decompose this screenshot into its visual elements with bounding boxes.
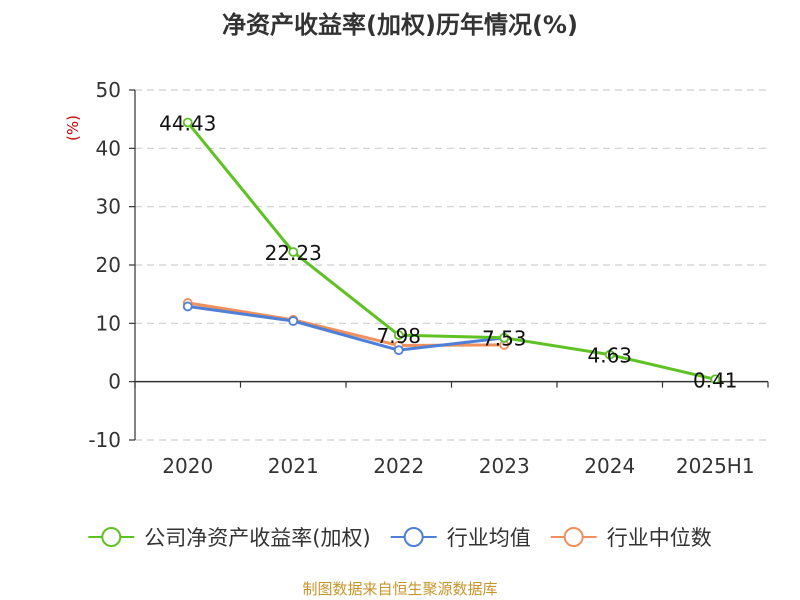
axes: -10 0 10 20 30 40 50 2020 2021 2022 2023 2024 2025H1 bbox=[88, 78, 769, 478]
data-point bbox=[499, 332, 510, 343]
gridlines bbox=[135, 89, 768, 441]
y-tick-label: 30 bbox=[96, 195, 121, 219]
y-tick-label: 40 bbox=[96, 136, 121, 160]
x-tick-label: 2021 bbox=[268, 454, 319, 478]
legend-item: 公司净资产收益率(加权) bbox=[88, 526, 371, 550]
legend: 公司净资产收益率(加权) 行业均值 行业中位数 bbox=[88, 526, 712, 550]
legend-item: 行业中位数 bbox=[550, 526, 712, 550]
data-point bbox=[288, 247, 299, 257]
series-line bbox=[186, 301, 506, 347]
data-point bbox=[604, 349, 615, 360]
x-tick-label: 2020 bbox=[162, 454, 213, 478]
series-line bbox=[186, 304, 506, 352]
y-tick-label: 20 bbox=[96, 253, 121, 277]
y-axis-unit-label: (%) bbox=[64, 115, 82, 141]
x-tick-label: 2023 bbox=[479, 454, 530, 478]
y-tick-label: 10 bbox=[96, 311, 121, 335]
legend-item: 行业均值 bbox=[390, 526, 531, 550]
x-tick-label: 2025H1 bbox=[676, 454, 755, 478]
data-label: 44.43 bbox=[159, 111, 216, 135]
legend-label: 行业中位数 bbox=[607, 526, 712, 550]
legend-marker bbox=[101, 527, 122, 547]
data-point bbox=[393, 345, 404, 356]
legend-marker bbox=[403, 527, 424, 547]
x-tick-label: 2022 bbox=[373, 454, 424, 478]
chart-title: 净资产收益率(加权)历年情况(%) bbox=[222, 11, 578, 39]
y-tick-label: 0 bbox=[108, 370, 121, 394]
data-point bbox=[182, 301, 193, 312]
legend-label: 行业均值 bbox=[447, 526, 531, 550]
data-label: 7.98 bbox=[376, 324, 421, 348]
series-line bbox=[186, 120, 717, 381]
source-note: 制图数据来自恒生聚源数据库 bbox=[302, 580, 497, 598]
legend-marker bbox=[563, 527, 584, 547]
data-label: 4.63 bbox=[587, 344, 632, 368]
x-tick-label: 2024 bbox=[584, 454, 635, 478]
y-tick-label: -10 bbox=[88, 428, 121, 452]
data-point bbox=[182, 117, 193, 128]
data-point bbox=[710, 374, 721, 385]
data-label: 22.23 bbox=[265, 241, 322, 265]
y-tick-label: 50 bbox=[96, 78, 121, 102]
legend-label: 公司净资产收益率(加权) bbox=[144, 526, 370, 550]
data-label: 0.41 bbox=[693, 368, 738, 392]
data-point bbox=[288, 316, 299, 326]
data-point bbox=[393, 330, 404, 341]
data-label: 7.53 bbox=[482, 327, 527, 351]
series-lines bbox=[182, 117, 721, 385]
data-labels: 44.43 22.23 7.98 7.53 4.63 0.41 bbox=[159, 111, 737, 392]
